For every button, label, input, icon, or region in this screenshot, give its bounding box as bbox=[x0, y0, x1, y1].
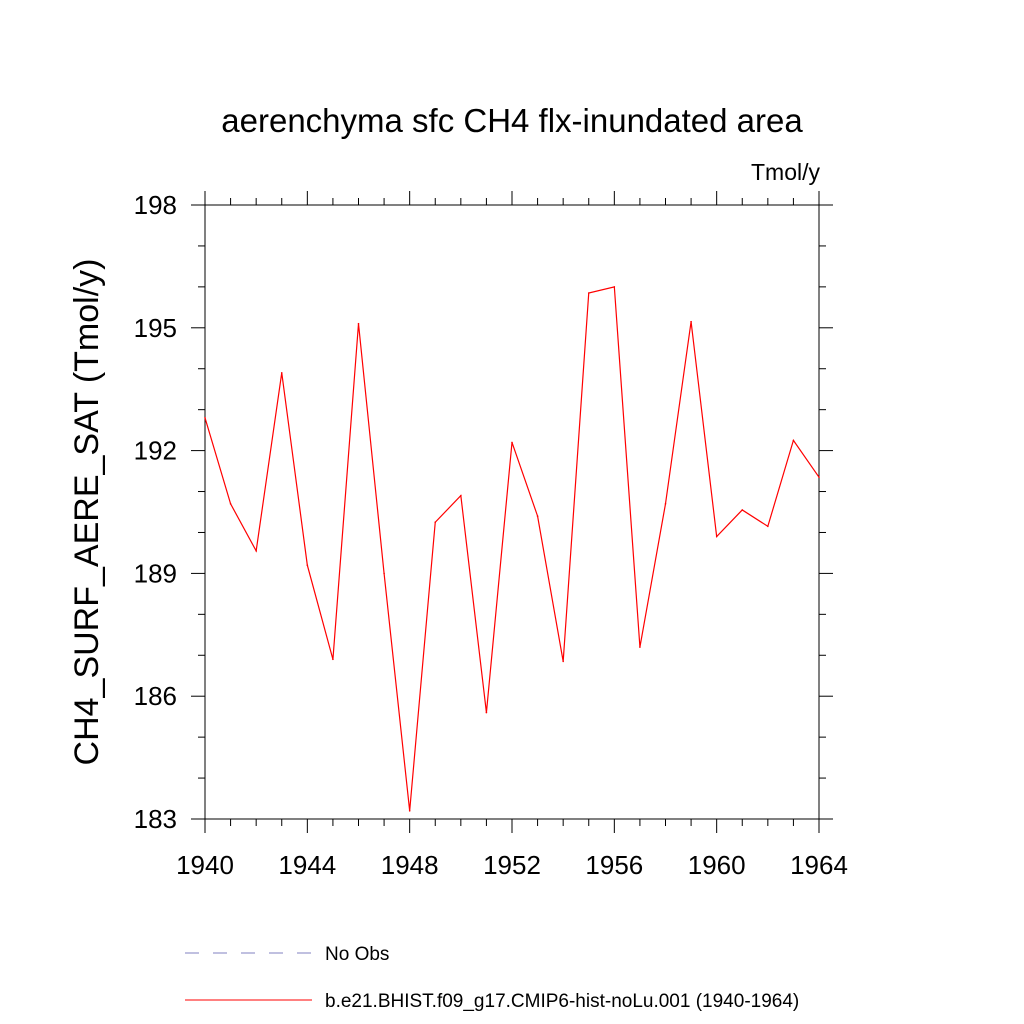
data-point bbox=[587, 292, 590, 294]
plot-frame bbox=[204, 204, 820, 820]
data-point bbox=[204, 417, 206, 419]
y-tick-label: 195 bbox=[134, 313, 177, 343]
y-tick-label: 186 bbox=[134, 681, 177, 711]
data-point bbox=[690, 320, 692, 323]
axis-ticks bbox=[191, 191, 833, 833]
legend-label: b.e21.BHIST.f09_g17.CMIP6-hist-noLu.001 … bbox=[325, 991, 799, 1012]
data-point bbox=[613, 286, 616, 288]
y-tick-label: 198 bbox=[134, 190, 177, 220]
y-tick-label: 192 bbox=[134, 436, 177, 466]
legend: No Obs b.e21.BHIST.f09_g17.CMIP6-hist-noL… bbox=[185, 944, 799, 1012]
data-point bbox=[485, 711, 488, 714]
data-point bbox=[408, 810, 411, 812]
data-point bbox=[536, 515, 539, 517]
units-label: Tmol/y bbox=[751, 159, 821, 185]
data-point bbox=[434, 521, 437, 524]
series-line bbox=[204, 286, 820, 811]
axis-tick-labels: 1940 1944 1948 1952 1956 1960 1964 183 186 189 192… bbox=[134, 190, 848, 880]
data-point bbox=[818, 476, 820, 479]
data-point bbox=[767, 525, 769, 528]
data-point bbox=[511, 441, 513, 444]
x-tick-label: 1964 bbox=[790, 850, 848, 880]
chart-title: aerenchyma sfc CH4 flx-inundated area bbox=[221, 102, 803, 139]
data-point bbox=[741, 509, 744, 511]
data-point bbox=[460, 494, 462, 497]
data-point bbox=[664, 503, 667, 505]
data-point bbox=[255, 550, 257, 552]
data-point bbox=[332, 658, 334, 661]
y-tick-label: 189 bbox=[134, 558, 177, 588]
data-point bbox=[383, 572, 385, 575]
data-point bbox=[306, 564, 309, 567]
data-point bbox=[639, 646, 641, 648]
data-point bbox=[792, 439, 795, 442]
data-series bbox=[204, 286, 820, 812]
data-point bbox=[562, 660, 564, 663]
data-point bbox=[715, 535, 718, 538]
x-tick-label: 1944 bbox=[278, 850, 336, 880]
y-axis-label: CH4_SURF_AERE_SAT (Tmol/y) bbox=[68, 259, 106, 766]
x-tick-label: 1948 bbox=[381, 850, 439, 880]
x-tick-label: 1940 bbox=[176, 850, 234, 880]
data-point bbox=[280, 372, 283, 374]
legend-label: No Obs bbox=[325, 944, 389, 965]
x-tick-label: 1952 bbox=[483, 850, 541, 880]
data-point bbox=[229, 503, 232, 505]
y-tick-label: 183 bbox=[134, 804, 177, 834]
x-tick-label: 1956 bbox=[585, 850, 643, 880]
data-point bbox=[357, 322, 360, 325]
x-tick-label: 1960 bbox=[688, 850, 746, 880]
